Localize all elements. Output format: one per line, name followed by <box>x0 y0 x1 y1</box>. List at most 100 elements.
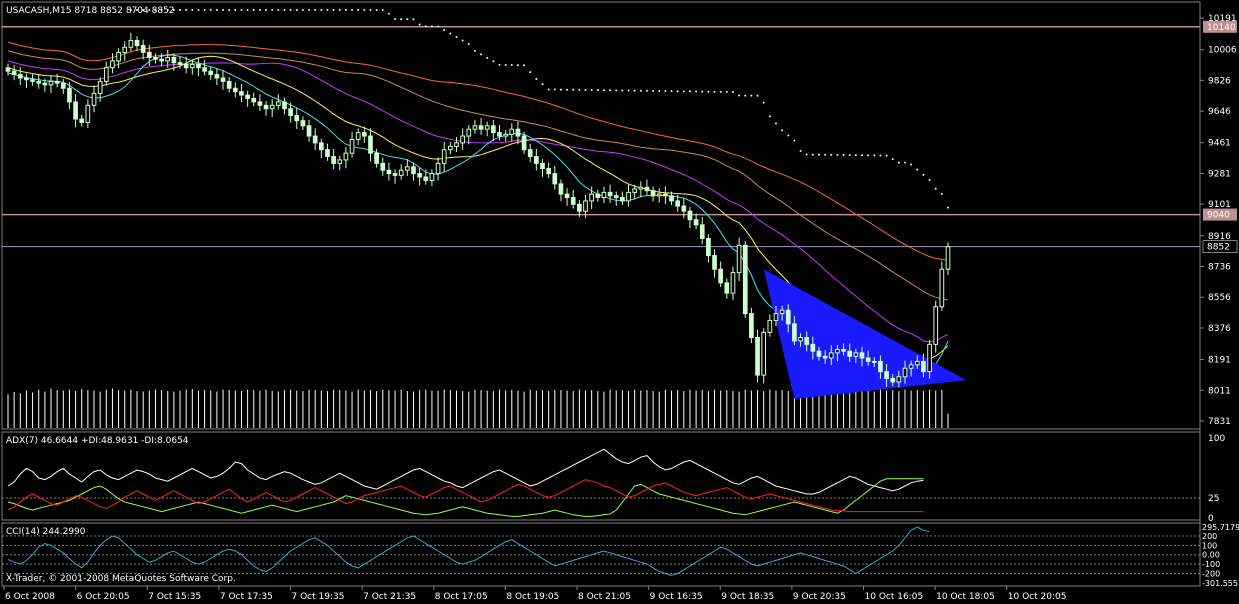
sar-dot <box>160 9 163 11</box>
sar-dot <box>799 149 802 152</box>
sar-dot <box>713 90 716 93</box>
volume-bars <box>7 388 949 428</box>
sar-dot <box>903 161 906 164</box>
candle <box>103 67 109 82</box>
candle <box>454 142 459 147</box>
candle <box>792 323 797 342</box>
sar-dot <box>615 89 618 92</box>
sar-dot <box>645 89 648 92</box>
sar-dot <box>369 9 372 11</box>
candle <box>331 156 336 164</box>
adx-series-line <box>7 448 924 495</box>
parabolic-sar <box>129 9 949 209</box>
candle <box>423 176 429 181</box>
candle <box>134 39 140 47</box>
sar-dot <box>627 89 630 92</box>
sar-dot <box>885 154 888 157</box>
candle <box>626 191 631 202</box>
candle <box>681 205 687 212</box>
moving-average-line <box>7 60 949 343</box>
sar-dot <box>873 154 876 157</box>
candle <box>183 63 189 69</box>
sar-dot <box>289 9 292 11</box>
price-tick-label: 8556 <box>1208 293 1231 303</box>
sar-dot <box>400 18 403 21</box>
candle <box>165 57 171 62</box>
candle <box>17 74 23 79</box>
candle <box>503 133 508 137</box>
sar-dot <box>572 88 575 91</box>
sar-dot <box>860 154 863 157</box>
sar-dot <box>136 9 139 11</box>
candle <box>712 255 717 270</box>
sar-dot <box>461 39 464 42</box>
candle <box>36 80 42 84</box>
time-tick-label: 9 Oct 18:35 <box>721 592 774 602</box>
candle <box>435 162 441 175</box>
time-tick-label: 7 Oct 15:35 <box>148 592 201 602</box>
sar-dot <box>351 9 354 11</box>
candle <box>343 152 349 161</box>
sar-dot <box>940 192 943 195</box>
candle <box>693 219 699 226</box>
sar-dot <box>516 64 519 67</box>
sar-dot <box>621 89 624 92</box>
triangle-drawing[interactable] <box>763 269 967 399</box>
sar-dot <box>584 88 587 91</box>
candle <box>79 118 85 123</box>
sar-dot <box>320 9 323 11</box>
candle <box>429 173 435 181</box>
sar-dot <box>258 9 261 11</box>
candle <box>749 313 754 339</box>
candle <box>570 197 576 205</box>
candle <box>884 371 889 379</box>
sar-dot <box>805 153 808 156</box>
candle <box>484 125 490 130</box>
sar-dot <box>228 9 231 11</box>
sar-dot <box>197 9 200 11</box>
price-axis: 10191 10006 9826 9646 9461 9281 9101 8916 8736 85… <box>1200 14 1237 427</box>
candle <box>294 115 300 122</box>
sar-dot <box>154 9 157 11</box>
candle <box>902 367 908 378</box>
candle <box>896 376 902 383</box>
candle <box>933 306 939 345</box>
candle <box>558 183 564 195</box>
moving-average-line <box>7 41 949 261</box>
moving-average-line <box>7 50 949 301</box>
sar-dot <box>756 94 759 97</box>
sar-dot <box>529 71 532 74</box>
candle <box>871 360 877 363</box>
sar-dot <box>191 9 194 11</box>
candle <box>945 246 951 270</box>
price-tick-label: 7831 <box>1208 417 1231 427</box>
sar-dot <box>824 153 827 156</box>
sar-dot <box>738 94 741 97</box>
price-tick-label: 9826 <box>1208 76 1231 86</box>
sar-dot <box>768 115 771 118</box>
sar-dot <box>246 9 249 11</box>
sar-dot <box>609 89 612 92</box>
candle <box>5 67 11 72</box>
candle <box>214 74 220 79</box>
candle <box>196 63 201 69</box>
adx-header: ADX(7) 46.6644 +DI:48.9631 -DI:8.0654 <box>6 436 189 446</box>
candle <box>380 162 386 171</box>
sar-dot <box>203 9 206 11</box>
sar-dot <box>602 89 605 92</box>
candle <box>699 224 705 239</box>
sar-dot <box>652 89 655 92</box>
sar-dot <box>455 35 458 38</box>
candle <box>110 60 115 69</box>
cci-tick-label: -200 <box>1202 569 1220 578</box>
candle <box>736 244 742 274</box>
sar-dot <box>363 9 366 11</box>
candle <box>11 70 17 76</box>
price-tick-label: 8916 <box>1208 232 1231 242</box>
sar-dot <box>578 88 581 91</box>
candlesticks <box>5 32 951 388</box>
time-tick-label: 7 Oct 21:35 <box>363 592 416 602</box>
sar-dot <box>338 9 341 11</box>
adx-tick-label: 25 <box>1208 494 1219 504</box>
candle <box>927 343 932 373</box>
